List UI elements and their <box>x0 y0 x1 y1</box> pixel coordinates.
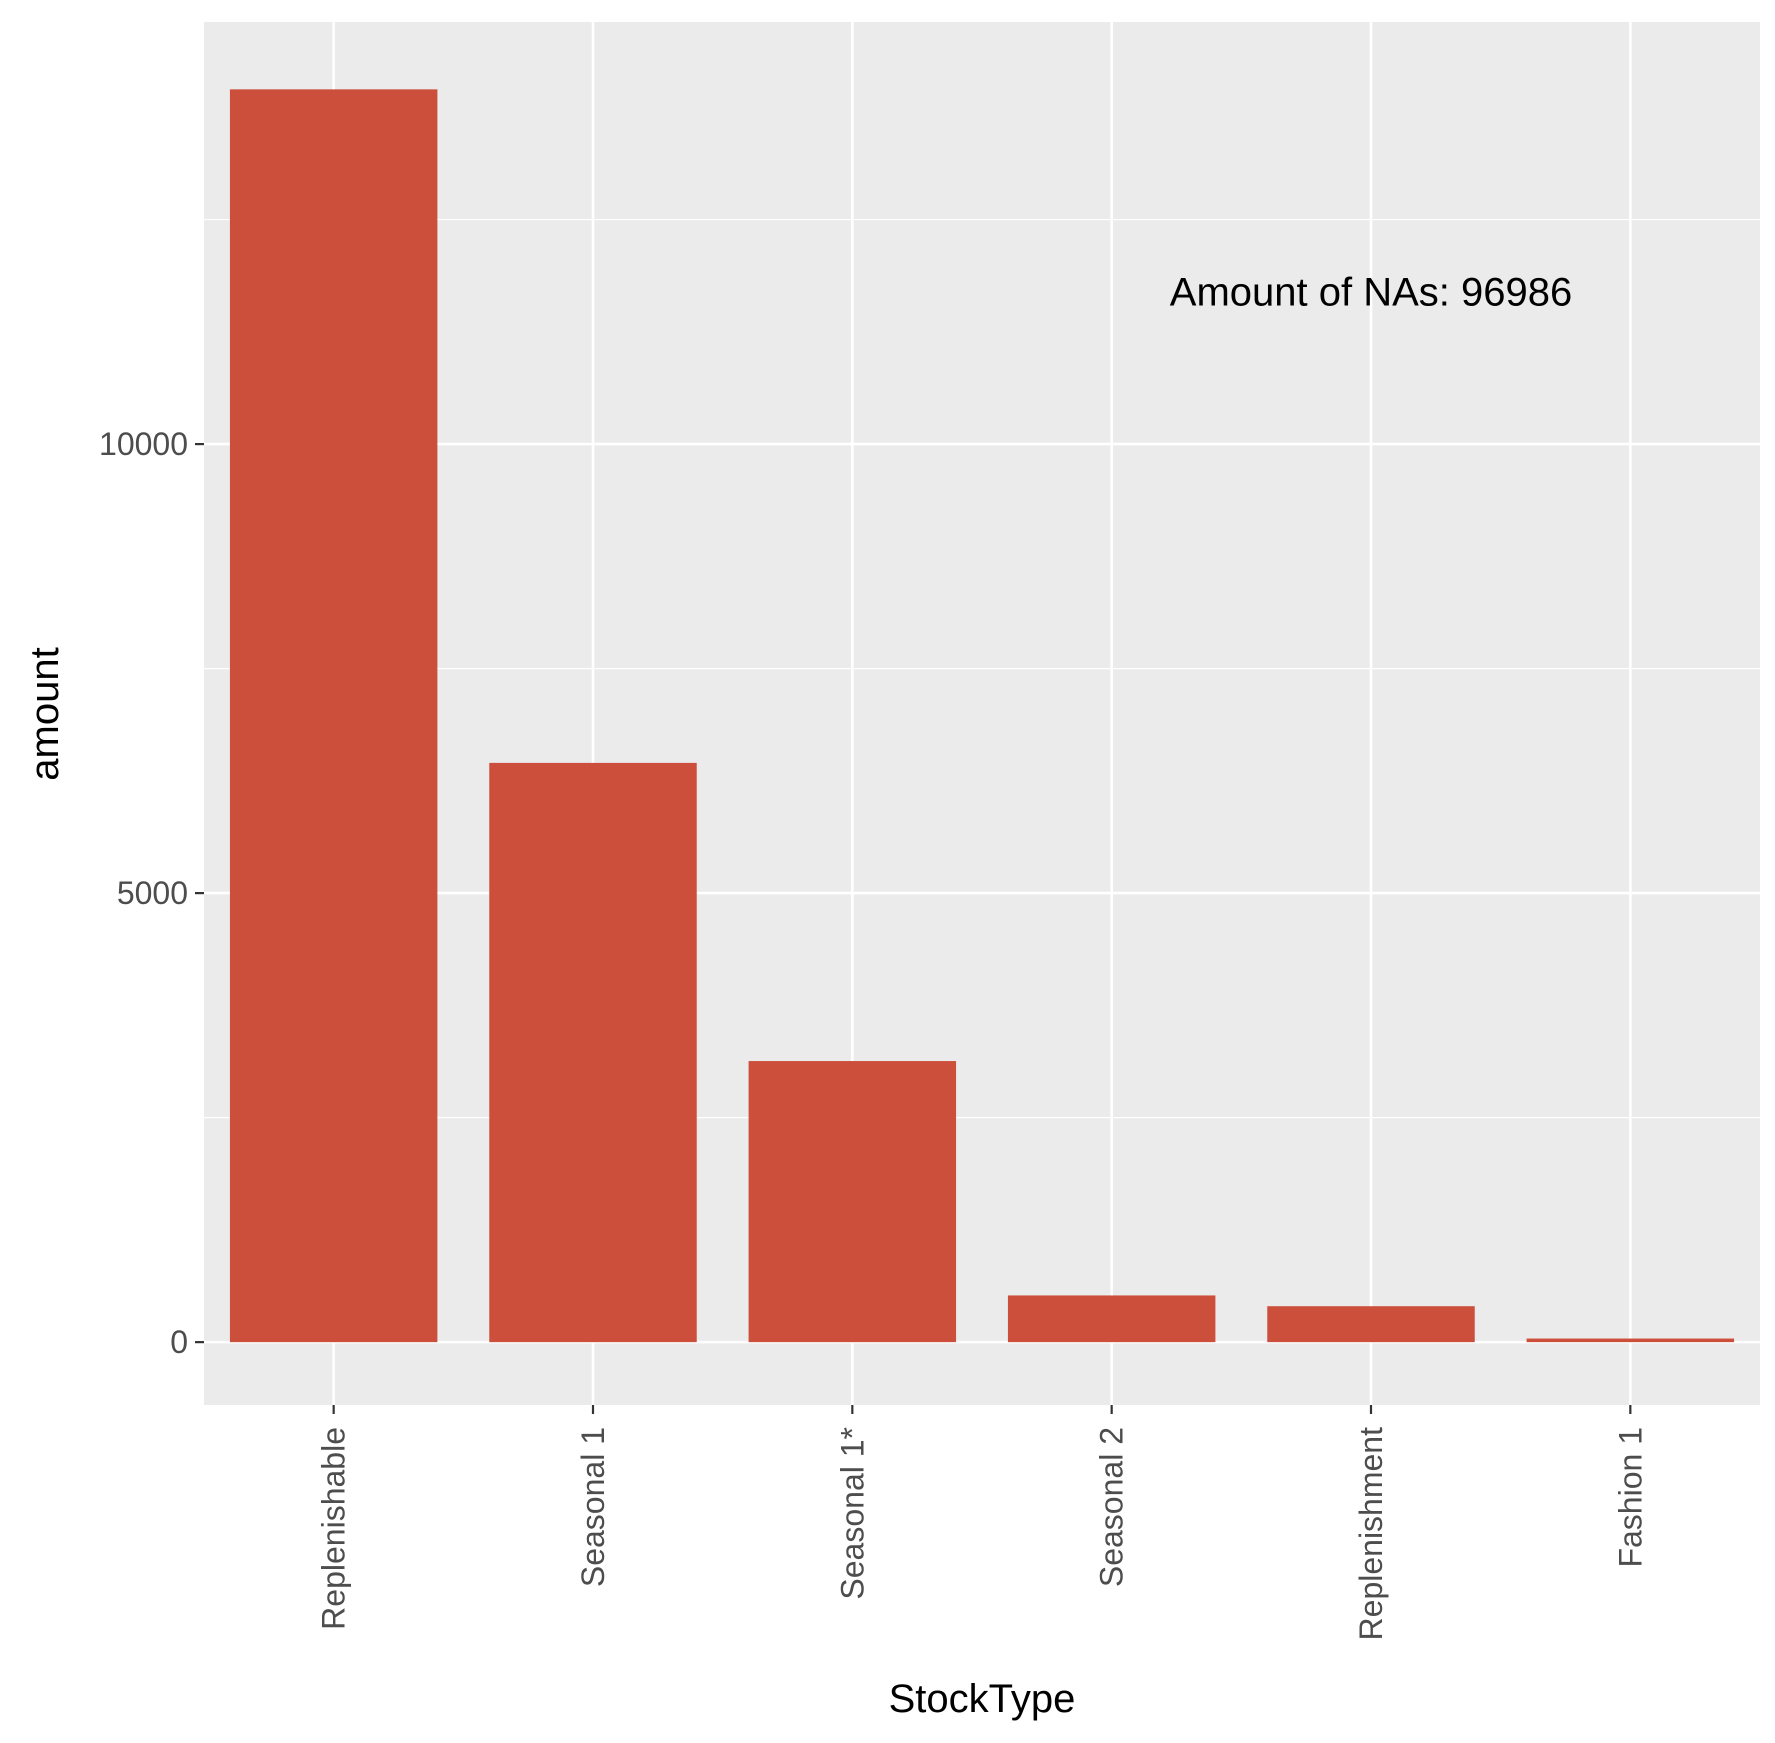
plot-panel <box>204 22 1760 1405</box>
x-axis: Replenishable Seasonal 1 Seasonal 1* Season… <box>316 1405 1648 1641</box>
bar-fashion-1 <box>1526 1338 1735 1343</box>
x-tick-label: Seasonal 2 <box>1094 1427 1130 1587</box>
x-tick-label: Seasonal 1 <box>575 1427 611 1587</box>
bar-replenishable <box>229 89 438 1343</box>
grid-minor <box>204 218 1760 1119</box>
bars <box>229 89 1735 1343</box>
bar-replenishment <box>1267 1306 1475 1343</box>
x-axis-title: StockType <box>889 1677 1076 1721</box>
y-tick-label: 10000 <box>99 426 188 462</box>
x-tick-label: Fashion 1 <box>1612 1427 1648 1568</box>
y-tick-label: 5000 <box>117 875 188 911</box>
x-tick-label: Replenishment <box>1353 1427 1389 1641</box>
x-tick-label: Replenishable <box>316 1427 352 1630</box>
bar-seasonal-1- <box>748 1061 957 1343</box>
bar-seasonal-1 <box>489 762 697 1343</box>
bar-seasonal-2 <box>1007 1295 1216 1343</box>
y-axis: 0 5000 10000 <box>99 426 204 1360</box>
chart-annotation: Amount of NAs: 96986 <box>1170 270 1572 314</box>
y-tick-label: 0 <box>170 1324 188 1360</box>
y-axis-title: amount <box>23 647 67 780</box>
x-tick-label: Seasonal 1* <box>834 1427 870 1600</box>
